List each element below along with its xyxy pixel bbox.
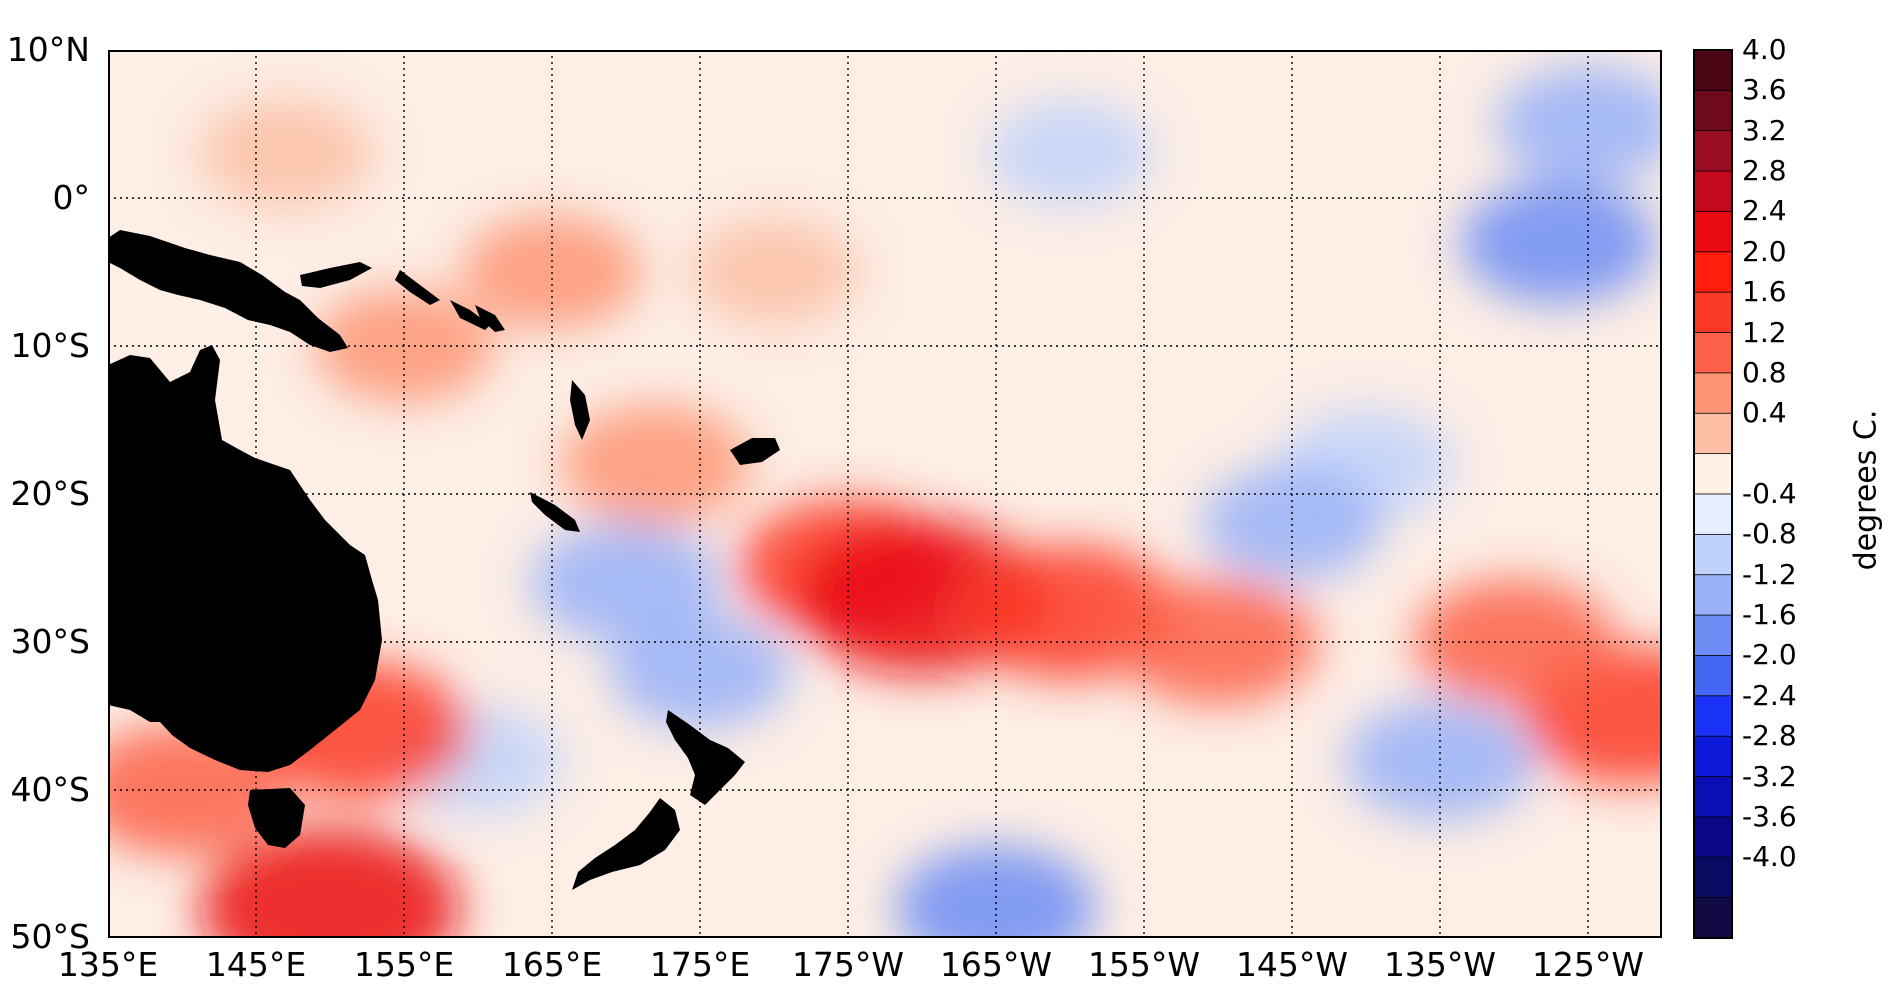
colorbar-tick-label: 4.0 <box>1742 33 1787 66</box>
latitude-label: 10°S <box>10 326 90 365</box>
land-solomon-islands <box>395 270 505 332</box>
anomaly-region <box>610 614 790 729</box>
latitude-label: 10°N <box>6 30 90 69</box>
anomaly-region <box>198 98 374 210</box>
latitude-label: 40°S <box>10 770 90 809</box>
colorbar-tick-label: -1.2 <box>1742 557 1797 591</box>
colorbar-tick-label: -0.4 <box>1742 477 1797 510</box>
land-new-zealand-south <box>572 798 680 890</box>
colorbar-tick-label: 3.2 <box>1742 113 1787 147</box>
latitude-label: 0° <box>52 178 91 217</box>
longitude-label: 125°W <box>1531 945 1645 984</box>
colorbar-tick-label: 1.6 <box>1742 275 1787 309</box>
colorbar-tick-label: 2.4 <box>1742 194 1787 228</box>
colorbar-tick-label: 0.8 <box>1742 355 1787 389</box>
longitude-label: 165°E <box>501 945 603 984</box>
anomaly-field <box>108 65 1662 938</box>
land-tasmania <box>248 788 305 848</box>
colorbar-tick-label: -4.0 <box>1742 840 1797 874</box>
anomaly-region <box>1460 180 1656 304</box>
latitude-label: 20°S <box>10 474 90 513</box>
longitude-label: 175°E <box>649 945 751 984</box>
colorbar-tick-label: -1.6 <box>1742 598 1797 632</box>
colorbar-tick-label: 2.8 <box>1742 154 1787 188</box>
colorbar-tick-label: -0.8 <box>1742 517 1797 551</box>
colorbar-tick-label: -3.2 <box>1742 759 1797 793</box>
longitude-label: 155°W <box>1087 945 1201 984</box>
colorbar-tick-label: 2.0 <box>1742 234 1787 268</box>
longitude-label: 155°E <box>353 945 455 984</box>
colorbar-tick-label: -3.6 <box>1742 799 1797 833</box>
land-new-britain <box>300 262 372 288</box>
colorbar-tick-label: 0.4 <box>1742 396 1787 430</box>
longitude-label: 145°E <box>205 945 307 984</box>
map-frame <box>108 50 1662 938</box>
graticule <box>108 50 1662 938</box>
longitude-label: 135°E <box>57 945 159 984</box>
anomaly-region <box>1202 466 1382 581</box>
longitude-label: 145°W <box>1235 945 1349 984</box>
anomaly-region <box>531 522 721 643</box>
land-new-zealand-north <box>666 710 745 805</box>
colorbar-tick-label: 3.6 <box>1742 73 1787 107</box>
longitude-label: 175°W <box>791 945 905 984</box>
colorbar-tick-label: -2.4 <box>1742 678 1797 712</box>
anomaly-region <box>1495 65 1662 183</box>
anomaly-region <box>689 218 859 326</box>
land-masses <box>108 230 780 890</box>
land-vanuatu <box>570 380 590 440</box>
longitude-label: 135°W <box>1383 945 1497 984</box>
colorbar-tick-label: -2.0 <box>1742 638 1797 672</box>
latitude-label: 30°S <box>10 622 90 661</box>
land-new-guinea <box>108 230 348 352</box>
colorbar-title: degrees C. <box>1848 409 1884 571</box>
land-australia <box>108 345 382 772</box>
longitude-label: 165°W <box>939 945 1053 984</box>
anomaly-region <box>987 101 1153 207</box>
colorbar-tick-label: -2.8 <box>1742 719 1797 753</box>
land-fiji <box>730 438 780 465</box>
land-new-caledonia <box>530 492 580 532</box>
colorbar-tick-label: 1.2 <box>1742 315 1787 349</box>
latitude-label: 50°S <box>10 917 90 956</box>
anomaly-region <box>200 827 460 938</box>
